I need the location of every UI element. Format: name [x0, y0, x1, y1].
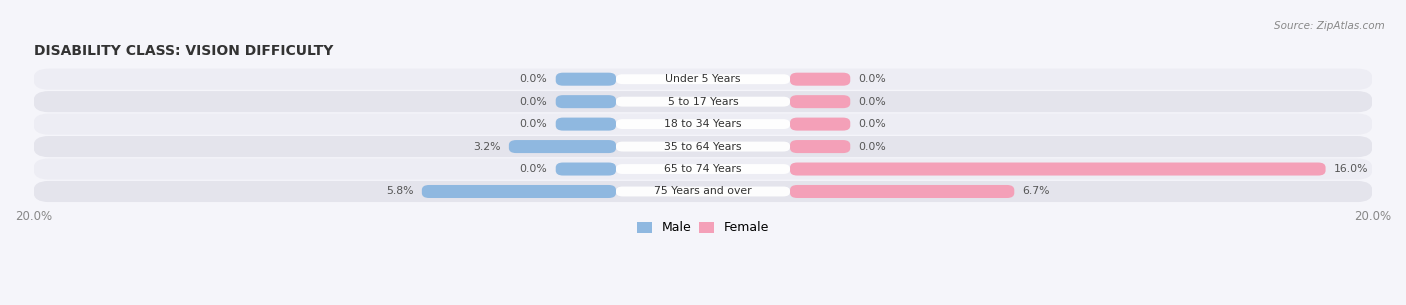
- Text: 0.0%: 0.0%: [520, 164, 547, 174]
- Text: 0.0%: 0.0%: [859, 74, 886, 84]
- FancyBboxPatch shape: [34, 159, 1372, 180]
- FancyBboxPatch shape: [555, 73, 616, 86]
- FancyBboxPatch shape: [790, 140, 851, 153]
- Text: 18 to 34 Years: 18 to 34 Years: [664, 119, 742, 129]
- Text: 65 to 74 Years: 65 to 74 Years: [664, 164, 742, 174]
- Text: 0.0%: 0.0%: [859, 142, 886, 152]
- FancyBboxPatch shape: [555, 163, 616, 176]
- Text: 6.7%: 6.7%: [1022, 186, 1050, 196]
- Text: 0.0%: 0.0%: [520, 97, 547, 107]
- Text: 16.0%: 16.0%: [1334, 164, 1368, 174]
- Text: 35 to 64 Years: 35 to 64 Years: [664, 142, 742, 152]
- FancyBboxPatch shape: [790, 95, 851, 108]
- FancyBboxPatch shape: [790, 185, 1014, 198]
- FancyBboxPatch shape: [790, 163, 1326, 176]
- FancyBboxPatch shape: [790, 118, 851, 131]
- FancyBboxPatch shape: [616, 74, 790, 84]
- FancyBboxPatch shape: [616, 142, 790, 152]
- Text: 5 to 17 Years: 5 to 17 Years: [668, 97, 738, 107]
- Text: Under 5 Years: Under 5 Years: [665, 74, 741, 84]
- Text: 3.2%: 3.2%: [472, 142, 501, 152]
- FancyBboxPatch shape: [616, 187, 790, 196]
- FancyBboxPatch shape: [790, 73, 851, 86]
- FancyBboxPatch shape: [422, 185, 616, 198]
- FancyBboxPatch shape: [34, 69, 1372, 90]
- FancyBboxPatch shape: [616, 119, 790, 129]
- Text: Source: ZipAtlas.com: Source: ZipAtlas.com: [1274, 21, 1385, 31]
- Text: 0.0%: 0.0%: [520, 119, 547, 129]
- Text: 0.0%: 0.0%: [520, 74, 547, 84]
- FancyBboxPatch shape: [509, 140, 616, 153]
- Text: 0.0%: 0.0%: [859, 119, 886, 129]
- FancyBboxPatch shape: [616, 164, 790, 174]
- FancyBboxPatch shape: [34, 113, 1372, 135]
- FancyBboxPatch shape: [555, 95, 616, 108]
- FancyBboxPatch shape: [555, 118, 616, 131]
- Text: 75 Years and over: 75 Years and over: [654, 186, 752, 196]
- FancyBboxPatch shape: [34, 181, 1372, 202]
- FancyBboxPatch shape: [616, 97, 790, 106]
- Text: DISABILITY CLASS: VISION DIFFICULTY: DISABILITY CLASS: VISION DIFFICULTY: [34, 44, 333, 58]
- FancyBboxPatch shape: [34, 91, 1372, 112]
- Text: 5.8%: 5.8%: [387, 186, 413, 196]
- Text: 0.0%: 0.0%: [859, 97, 886, 107]
- FancyBboxPatch shape: [34, 136, 1372, 157]
- Legend: Male, Female: Male, Female: [631, 217, 775, 239]
